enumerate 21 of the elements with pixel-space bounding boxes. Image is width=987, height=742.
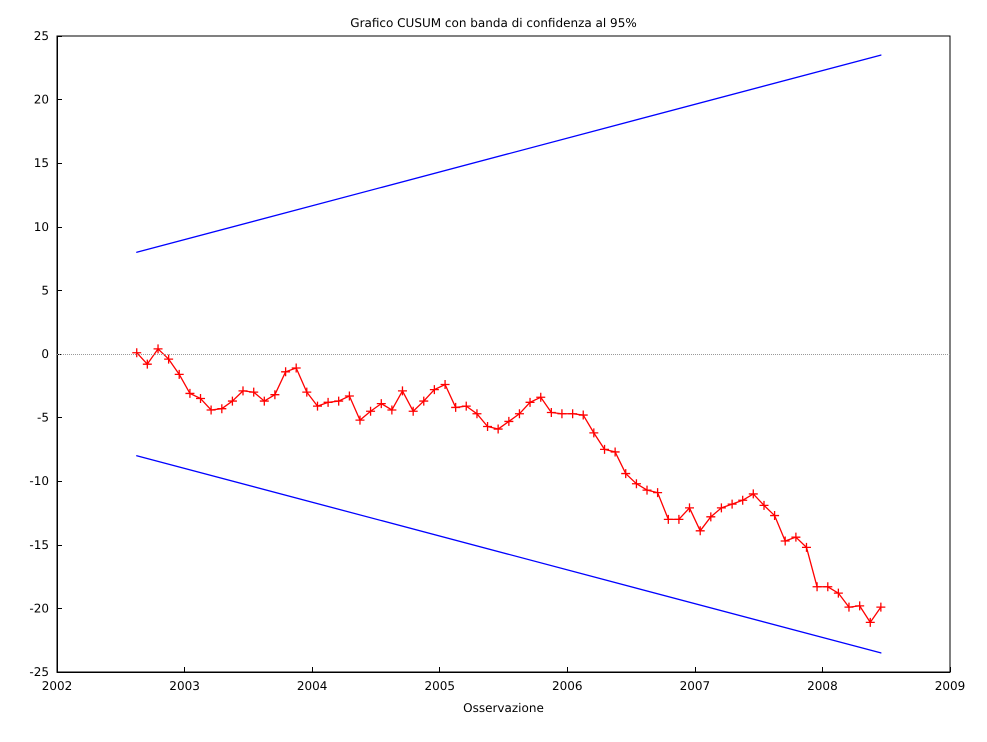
y-tick-label: 10 [34,220,49,234]
y-tick-label: -25 [29,665,49,679]
x-tick-label: 2005 [424,679,455,693]
y-tick-label: -10 [29,474,49,488]
x-tick-label: 2009 [934,679,966,693]
y-tick-label: 20 [34,92,49,107]
y-tick-label: -5 [37,410,49,425]
x-tick-label: 2007 [680,679,710,693]
y-tick-label: -15 [29,538,49,552]
x-tick-label: 2008 [807,679,838,693]
x-tick-label: 2006 [552,679,583,693]
x-axis-title: Osservazione [463,701,544,715]
y-tick-label: 0 [41,347,49,361]
y-tick-label: -20 [29,601,49,616]
y-tick-label: 25 [34,29,49,43]
x-tick-label: 2002 [42,679,72,693]
chart-title: Grafico CUSUM con banda di confidenza al 95% [350,16,637,30]
x-tick-label: 2004 [296,679,328,693]
y-tick-label: 15 [34,156,49,170]
y-tick-label: 5 [41,283,49,298]
x-tick-label: 2003 [169,679,200,693]
